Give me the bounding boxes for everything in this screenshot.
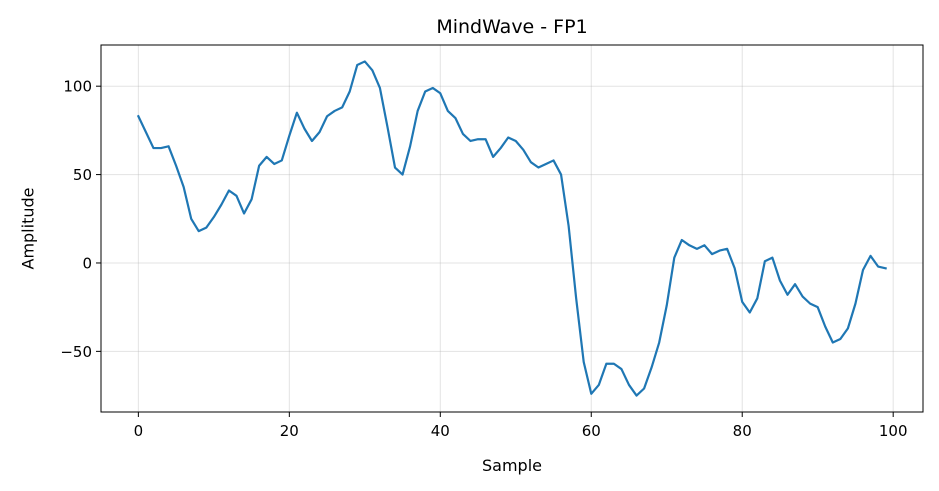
series-line (136, 60, 887, 397)
x-tick-label: 0 (134, 422, 144, 440)
x-tick-label: 20 (280, 422, 299, 440)
grid-lines (101, 45, 923, 412)
y-tick-label: 0 (82, 254, 92, 272)
x-tick-label: 40 (431, 422, 450, 440)
y-tick-label: 50 (73, 166, 92, 184)
x-axis-label: Sample (482, 456, 542, 475)
axis-ticks: 0 20 40 60 80 100 −50 0 50 100 (60, 78, 907, 440)
x-tick-label: 100 (879, 422, 908, 440)
x-tick-label: 80 (733, 422, 752, 440)
x-tick-label: 60 (582, 422, 601, 440)
series-line-layer (136, 60, 887, 397)
y-tick-label: 100 (63, 78, 92, 96)
chart-title: MindWave - FP1 (436, 16, 587, 38)
y-axis-label: Amplitude (19, 188, 38, 270)
plot-frame (100, 44, 924, 413)
y-tick-label: −50 (60, 343, 92, 361)
